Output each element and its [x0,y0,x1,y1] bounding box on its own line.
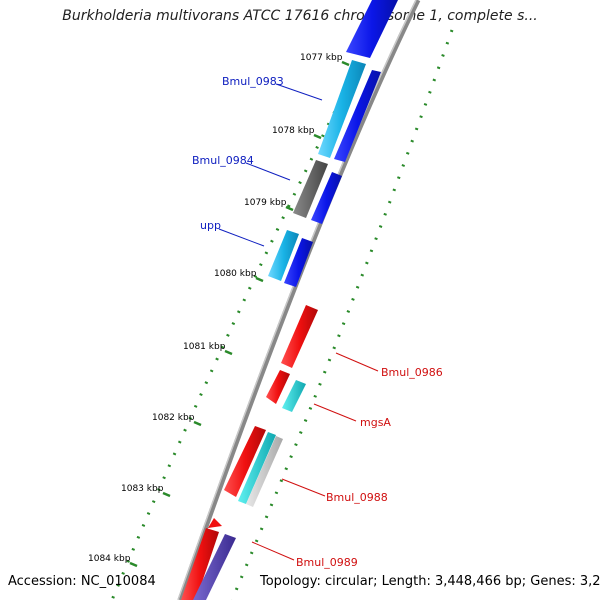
accession-label: Accession: NC_010084 [8,574,156,589]
reverse-gene-bmul0988[interactable] [224,426,266,497]
gene-label-bmul0988[interactable]: Bmul_0988 [326,491,388,504]
scale-ticks: 1077 kbp 1078 kbp 1079 kbp 1080 kbp 1081 kbp… [88,53,350,568]
map-title: Burkholderia multivorans ATCC 17616 chro… [62,8,538,24]
rna-feature-bmul0983[interactable] [318,60,366,158]
reverse-gene-bmul0986[interactable] [281,305,318,368]
gene-label-bmul0983[interactable]: Bmul_0983 [222,75,284,88]
gene-label-bmul0984[interactable]: Bmul_0984 [192,154,254,167]
rna-feature-bmul0988[interactable] [238,432,276,504]
rna-feature-mgsA[interactable] [282,380,306,412]
scale-tick [162,491,171,498]
scale-tick [129,561,138,568]
leader-upp [218,228,265,247]
scale-tick [255,276,264,283]
scale-tick [313,133,322,140]
forward-gene-d[interactable] [284,238,313,287]
scale-label: 1078 kbp [272,126,315,136]
chromosome-backbone [177,0,421,600]
scale-tick [341,60,350,67]
forward-gene-b[interactable] [334,70,381,162]
scale-label: 1083 kbp [121,484,164,494]
scale-label: 1079 kbp [244,198,287,208]
forward-gene-a[interactable] [346,0,398,58]
gene-label-bmul0986[interactable]: Bmul_0986 [381,366,443,379]
gene-label-upp[interactable]: upp [200,219,221,232]
leader-mgsA [313,403,357,422]
gene-label-mgsA[interactable]: mgsA [360,416,391,429]
reverse-gene-small[interactable] [266,370,290,404]
scale-label: 1084 kbp [88,554,131,564]
inner-scale-ring [110,64,360,600]
misc-feature-bmul0988[interactable] [246,436,283,507]
leader-bmul0984 [245,162,291,181]
reverse-gene-bmul0989[interactable] [181,528,219,600]
reverse-gene-bmul0989-head[interactable] [208,518,222,528]
leader-bmul0983 [275,83,323,101]
gene-leaders [218,83,379,561]
leader-bmul0986 [335,352,379,372]
scale-tick [285,205,294,212]
leader-bmul0989 [251,541,295,561]
scale-tick [224,349,233,356]
scale-label: 1077 kbp [300,53,343,63]
genome-summary: Topology: circular; Length: 3,448,466 bp… [260,574,600,589]
scale-tick [193,420,202,427]
rna-feature-upp[interactable] [268,230,299,281]
pseudo-feature-bmul0984[interactable] [293,160,328,218]
forward-gene-c[interactable] [311,172,342,224]
misc-feature-bmul0989[interactable] [193,534,236,600]
gene-label-bmul0989[interactable]: Bmul_0989 [296,556,358,569]
leader-bmul0988 [281,478,326,497]
scale-label: 1082 kbp [152,413,195,423]
scale-label: 1081 kbp [183,342,226,352]
scale-label: 1080 kbp [214,269,257,279]
